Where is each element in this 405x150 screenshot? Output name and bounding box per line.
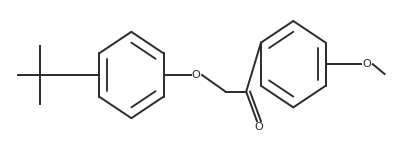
Text: O: O xyxy=(191,70,200,80)
Text: O: O xyxy=(362,59,370,69)
Text: O: O xyxy=(254,122,263,132)
